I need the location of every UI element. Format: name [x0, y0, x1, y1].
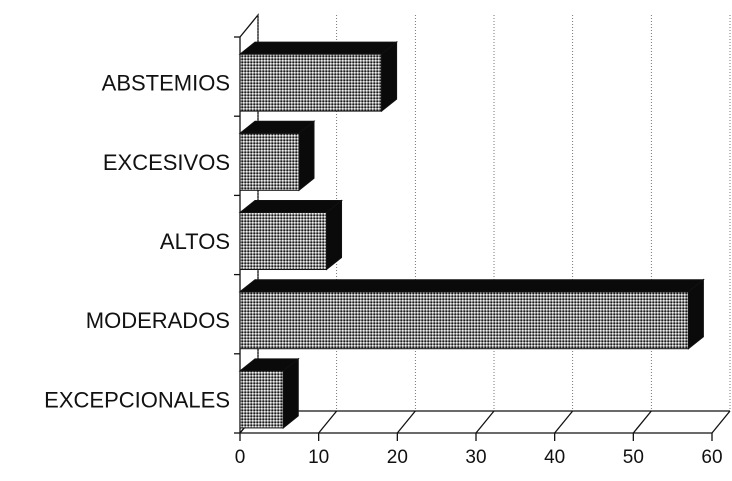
x-axis-ticks: 0 10 20 30 40 50 60	[235, 447, 723, 468]
bar	[238, 41, 399, 113]
bar-front	[239, 53, 383, 112]
bar	[238, 120, 316, 192]
bars	[238, 41, 705, 429]
bar-side	[326, 199, 343, 271]
bar	[238, 278, 705, 350]
x-tick-label: 0	[235, 447, 246, 468]
category-label: ABSTEMIOS	[102, 71, 230, 96]
bar	[238, 357, 300, 429]
bar-side	[298, 120, 315, 192]
bar-top	[238, 41, 399, 55]
bar	[238, 199, 343, 271]
bar-front	[239, 132, 300, 191]
bar-front	[239, 211, 328, 271]
bar-side	[282, 357, 299, 429]
x-tick-label: 60	[701, 447, 722, 468]
x-tick-label: 20	[387, 447, 408, 468]
bar-front	[239, 291, 689, 350]
floor-tick	[711, 410, 731, 434]
bar-top	[238, 199, 343, 213]
floor-tick	[475, 410, 495, 434]
x-tick-label: 50	[623, 447, 644, 468]
floor-tick	[554, 410, 574, 434]
floor-tick	[396, 410, 416, 434]
category-labels: ABSTEMIOS EXCESIVOS ALTOS MODERADOS EXCEPCIO…	[44, 71, 230, 413]
floor-tick	[632, 410, 652, 434]
x-tick-label: 30	[465, 447, 486, 468]
bar-side	[687, 278, 704, 350]
category-label: EXCESIVOS	[103, 150, 230, 175]
x-tick-label: 40	[544, 447, 565, 468]
floor-tick	[318, 410, 338, 434]
bar-top	[238, 279, 705, 293]
category-label: ALTOS	[160, 229, 230, 254]
x-tick-label: 10	[308, 447, 329, 468]
category-label: MODERADOS	[86, 308, 230, 333]
bar-side	[381, 41, 398, 113]
category-label: EXCEPCIONALES	[44, 387, 230, 412]
bar-front	[239, 370, 284, 429]
